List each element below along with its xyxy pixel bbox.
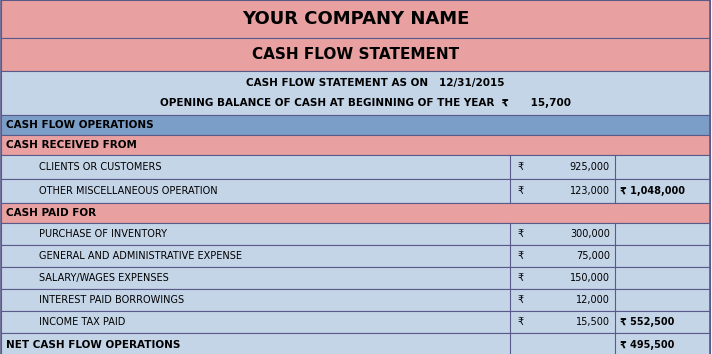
- Text: SALARY/WAGES EXPENSES: SALARY/WAGES EXPENSES: [39, 273, 169, 283]
- Text: ₹: ₹: [517, 162, 523, 172]
- FancyBboxPatch shape: [1, 135, 710, 155]
- Text: 75,000: 75,000: [576, 251, 610, 261]
- Text: NET CASH FLOW OPERATIONS: NET CASH FLOW OPERATIONS: [6, 340, 180, 350]
- Text: INCOME TAX PAID: INCOME TAX PAID: [39, 317, 125, 327]
- Text: ₹: ₹: [517, 295, 523, 305]
- FancyBboxPatch shape: [1, 115, 710, 135]
- Text: 12,000: 12,000: [576, 295, 610, 305]
- Text: ₹: ₹: [517, 273, 523, 283]
- Text: CASH FLOW OPERATIONS: CASH FLOW OPERATIONS: [6, 120, 154, 130]
- FancyBboxPatch shape: [1, 0, 710, 38]
- Text: CASH PAID FOR: CASH PAID FOR: [6, 208, 96, 218]
- Text: ₹: ₹: [517, 251, 523, 261]
- Text: INTEREST PAID BORROWINGS: INTEREST PAID BORROWINGS: [39, 295, 184, 305]
- FancyBboxPatch shape: [1, 267, 710, 289]
- Text: 150,000: 150,000: [570, 273, 610, 283]
- Text: ₹ 552,500: ₹ 552,500: [620, 317, 674, 327]
- Text: CASH FLOW STATEMENT AS ON   12/31/2015: CASH FLOW STATEMENT AS ON 12/31/2015: [246, 78, 505, 88]
- Text: ₹: ₹: [517, 229, 523, 239]
- Text: 123,000: 123,000: [570, 186, 610, 196]
- FancyBboxPatch shape: [1, 223, 710, 245]
- FancyBboxPatch shape: [1, 245, 710, 267]
- FancyBboxPatch shape: [1, 38, 710, 71]
- Text: CASH RECEIVED FROM: CASH RECEIVED FROM: [6, 140, 137, 150]
- FancyBboxPatch shape: [1, 333, 710, 354]
- Text: ₹: ₹: [517, 186, 523, 196]
- Text: 925,000: 925,000: [570, 162, 610, 172]
- FancyBboxPatch shape: [1, 179, 710, 203]
- Text: YOUR COMPANY NAME: YOUR COMPANY NAME: [242, 10, 469, 28]
- FancyBboxPatch shape: [1, 289, 710, 311]
- Text: GENERAL AND ADMINISTRATIVE EXPENSE: GENERAL AND ADMINISTRATIVE EXPENSE: [39, 251, 242, 261]
- Text: OPENING BALANCE OF CASH AT BEGINNING OF THE YEAR  ₹      15,700: OPENING BALANCE OF CASH AT BEGINNING OF …: [160, 98, 571, 108]
- FancyBboxPatch shape: [1, 71, 710, 115]
- Text: 15,500: 15,500: [576, 317, 610, 327]
- Text: ₹ 1,048,000: ₹ 1,048,000: [620, 186, 685, 196]
- Text: 300,000: 300,000: [570, 229, 610, 239]
- Text: ₹: ₹: [517, 317, 523, 327]
- Text: ₹ 495,500: ₹ 495,500: [620, 340, 674, 350]
- FancyBboxPatch shape: [1, 311, 710, 333]
- Text: CLIENTS OR CUSTOMERS: CLIENTS OR CUSTOMERS: [39, 162, 162, 172]
- FancyBboxPatch shape: [1, 203, 710, 223]
- Text: PURCHASE OF INVENTORY: PURCHASE OF INVENTORY: [39, 229, 167, 239]
- Text: OTHER MISCELLANEOUS OPERATION: OTHER MISCELLANEOUS OPERATION: [39, 186, 218, 196]
- FancyBboxPatch shape: [1, 155, 710, 179]
- Text: CASH FLOW STATEMENT: CASH FLOW STATEMENT: [252, 47, 459, 62]
